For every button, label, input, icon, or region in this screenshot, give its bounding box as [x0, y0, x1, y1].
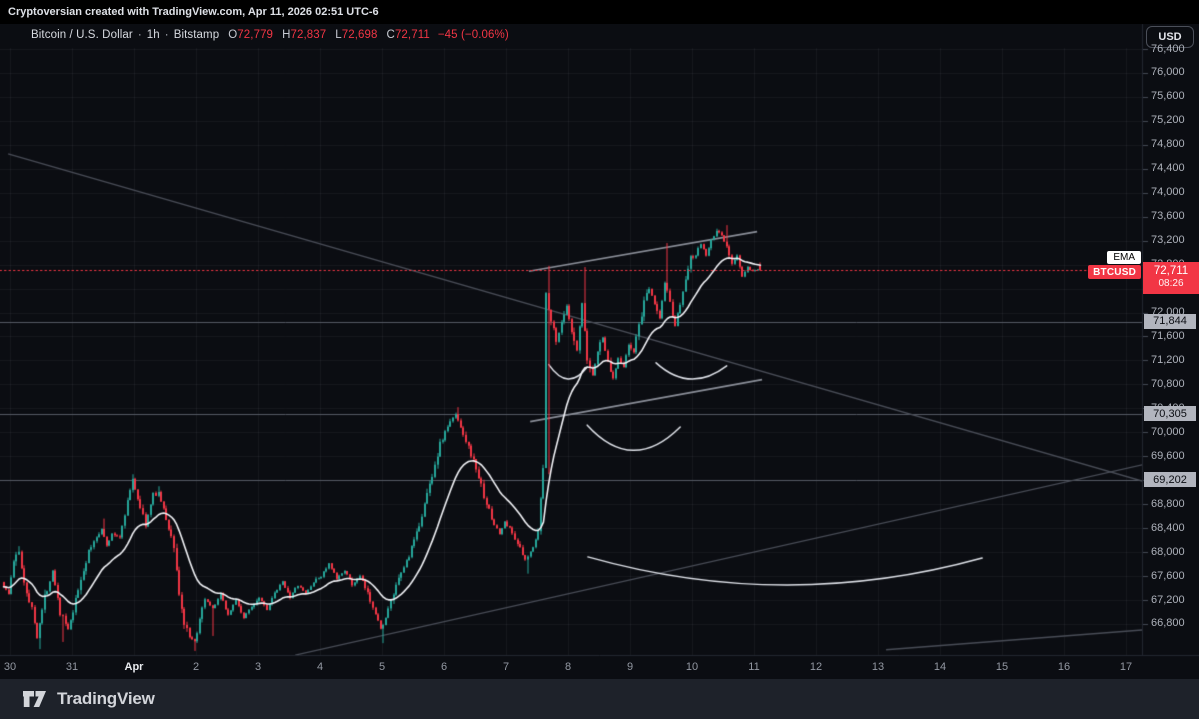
- currency-toggle-button[interactable]: USD: [1146, 26, 1194, 48]
- tradingview-brand-text[interactable]: TradingView: [57, 689, 155, 708]
- watermark-text: Cryptoversian created with TradingView.c…: [8, 6, 379, 18]
- high-value: 72,837: [290, 29, 327, 41]
- low-value: 72,698: [341, 29, 378, 41]
- footer-bar: TradingView: [0, 679, 1199, 719]
- bar-countdown: 08:26: [1158, 278, 1184, 290]
- symbol-ticker-badge: BTCUSD: [1088, 265, 1141, 279]
- last-price-badge: 72,711 08:26: [1143, 261, 1199, 294]
- ema-indicator-badge: EMA: [1107, 251, 1141, 264]
- legend-separator: ·: [137, 29, 142, 41]
- interval-label: 1h: [146, 29, 160, 41]
- low-label: L: [335, 29, 342, 41]
- close-label: C: [386, 29, 395, 41]
- change-value: −45 (−0.06%): [437, 29, 509, 41]
- symbol-name: Bitcoin / U.S. Dollar: [31, 29, 133, 41]
- last-price-value: 72,711: [1153, 264, 1189, 277]
- watermark-bar: Cryptoversian created with TradingView.c…: [0, 0, 1199, 24]
- exchange-label: Bitstamp: [173, 29, 220, 41]
- open-label: O: [228, 29, 238, 41]
- legend-separator: ·: [164, 29, 169, 41]
- close-value: 72,711: [394, 29, 430, 41]
- tradingview-logo-icon[interactable]: [21, 689, 48, 709]
- open-value: 72,779: [237, 29, 274, 41]
- high-label: H: [282, 29, 291, 41]
- symbol-legend[interactable]: Bitcoin / U.S. Dollar · 1h · Bitstamp O72,779…: [31, 29, 509, 41]
